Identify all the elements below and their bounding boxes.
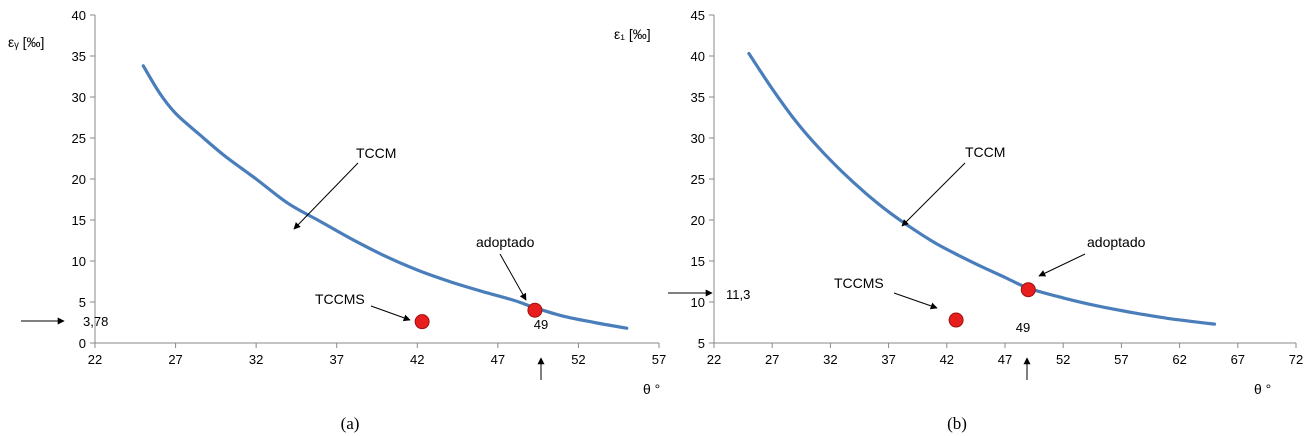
chart-b-tccm-curve xyxy=(747,51,1217,326)
y-tick-label: 25 xyxy=(691,172,705,187)
x-tick-label: 42 xyxy=(410,352,424,367)
x-tick-label: 67 xyxy=(1231,352,1245,367)
x-tick-label: 52 xyxy=(571,352,585,367)
point-tccms xyxy=(948,312,964,328)
x-tick-label: 37 xyxy=(329,352,343,367)
x-tick-label: 32 xyxy=(823,352,837,367)
y-tick-label: 40 xyxy=(72,8,86,23)
y-tick-label: 15 xyxy=(72,213,86,228)
y-tick-label: 10 xyxy=(72,254,86,269)
chart-a-y-marker-value: 3,78 xyxy=(83,314,108,329)
y-tick-label: 45 xyxy=(691,8,705,23)
chart-a-tccms-label: TCCMS xyxy=(315,291,365,307)
point-adoptado xyxy=(1020,282,1036,298)
chart-a: 0 5 10 15 20 25 30 35 40 22 27 32 37 42 47 52 57 εᵧ [‰]… xyxy=(8,8,666,433)
chart-a-x-label: θ ° xyxy=(643,381,660,397)
chart-a-points xyxy=(414,302,543,330)
y-tick-label: 20 xyxy=(691,213,705,228)
point-tccms xyxy=(414,314,430,330)
y-tick-label: 10 xyxy=(691,295,705,310)
x-tick-label: 37 xyxy=(881,352,895,367)
y-tick-label: 0 xyxy=(79,336,86,351)
chart-a-tccm-curve xyxy=(141,64,629,330)
chart-a-x-ticks: 22 27 32 37 42 47 52 57 xyxy=(88,343,666,367)
y-tick-label: 30 xyxy=(691,131,705,146)
x-tick-label: 22 xyxy=(88,352,102,367)
y-tick-label: 25 xyxy=(72,131,86,146)
chart-b-adoptado-arrow xyxy=(1038,253,1086,277)
chart-a-y-ticks: 0 5 10 15 20 25 30 35 40 xyxy=(72,8,95,351)
x-tick-label: 62 xyxy=(1172,352,1186,367)
x-tick-label: 42 xyxy=(940,352,954,367)
chart-b-y-ticks: 5 10 15 20 25 30 35 40 45 xyxy=(691,8,714,351)
x-tick-label: 27 xyxy=(765,352,779,367)
chart-b-y-label: ε₁ [‰] xyxy=(614,26,651,42)
chart-b-x-marker-value: 49 xyxy=(1016,320,1030,335)
x-tick-label: 47 xyxy=(491,352,505,367)
chart-b-x-ticks: 22 27 32 37 42 47 52 57 62 67 72 xyxy=(707,343,1303,367)
chart-b-adoptado-label: adoptado xyxy=(1087,234,1146,250)
chart-b-points xyxy=(948,282,1036,328)
chart-a-adoptado-arrow xyxy=(499,253,527,301)
y-tick-label: 15 xyxy=(691,254,705,269)
chart-b-caption: (b) xyxy=(947,414,967,433)
chart-b: 5 10 15 20 25 30 35 40 45 22 27 32 37 42 47 52 57 62 67 72… xyxy=(614,8,1303,433)
y-tick-label: 30 xyxy=(72,90,86,105)
y-tick-label: 5 xyxy=(79,295,86,310)
chart-a-axes xyxy=(94,15,659,344)
chart-a-x-marker-value: 49 xyxy=(534,317,548,332)
chart-b-axes xyxy=(713,15,1296,344)
chart-a-adoptado-label: adoptado xyxy=(476,234,535,250)
chart-a-y-label: εᵧ [‰] xyxy=(8,34,44,50)
x-tick-label: 22 xyxy=(707,352,721,367)
x-tick-label: 57 xyxy=(652,352,666,367)
chart-a-curve-label: TCCM xyxy=(356,145,396,161)
chart-a-caption: (a) xyxy=(341,414,360,433)
y-tick-label: 20 xyxy=(72,172,86,187)
chart-b-curve-label: TCCM xyxy=(965,144,1005,160)
chart-b-tccms-arrow xyxy=(893,292,938,310)
point-adoptado xyxy=(527,302,543,318)
x-tick-label: 72 xyxy=(1289,352,1303,367)
y-tick-label: 40 xyxy=(691,49,705,64)
y-tick-label: 35 xyxy=(72,49,86,64)
chart-a-curve-arrow xyxy=(293,162,359,230)
x-tick-label: 47 xyxy=(998,352,1012,367)
chart-b-tccms-label: TCCMS xyxy=(834,275,884,291)
y-tick-label: 5 xyxy=(698,336,705,351)
y-tick-label: 35 xyxy=(691,90,705,105)
chart-b-x-label: θ ° xyxy=(1254,381,1271,397)
chart-b-y-marker-value: 11,3 xyxy=(726,287,750,302)
chart-b-curve-arrow xyxy=(901,162,966,227)
chart-a-tccms-arrow xyxy=(370,305,411,322)
x-tick-label: 57 xyxy=(1114,352,1128,367)
x-tick-label: 27 xyxy=(168,352,182,367)
x-tick-label: 52 xyxy=(1056,352,1070,367)
x-tick-label: 32 xyxy=(249,352,263,367)
